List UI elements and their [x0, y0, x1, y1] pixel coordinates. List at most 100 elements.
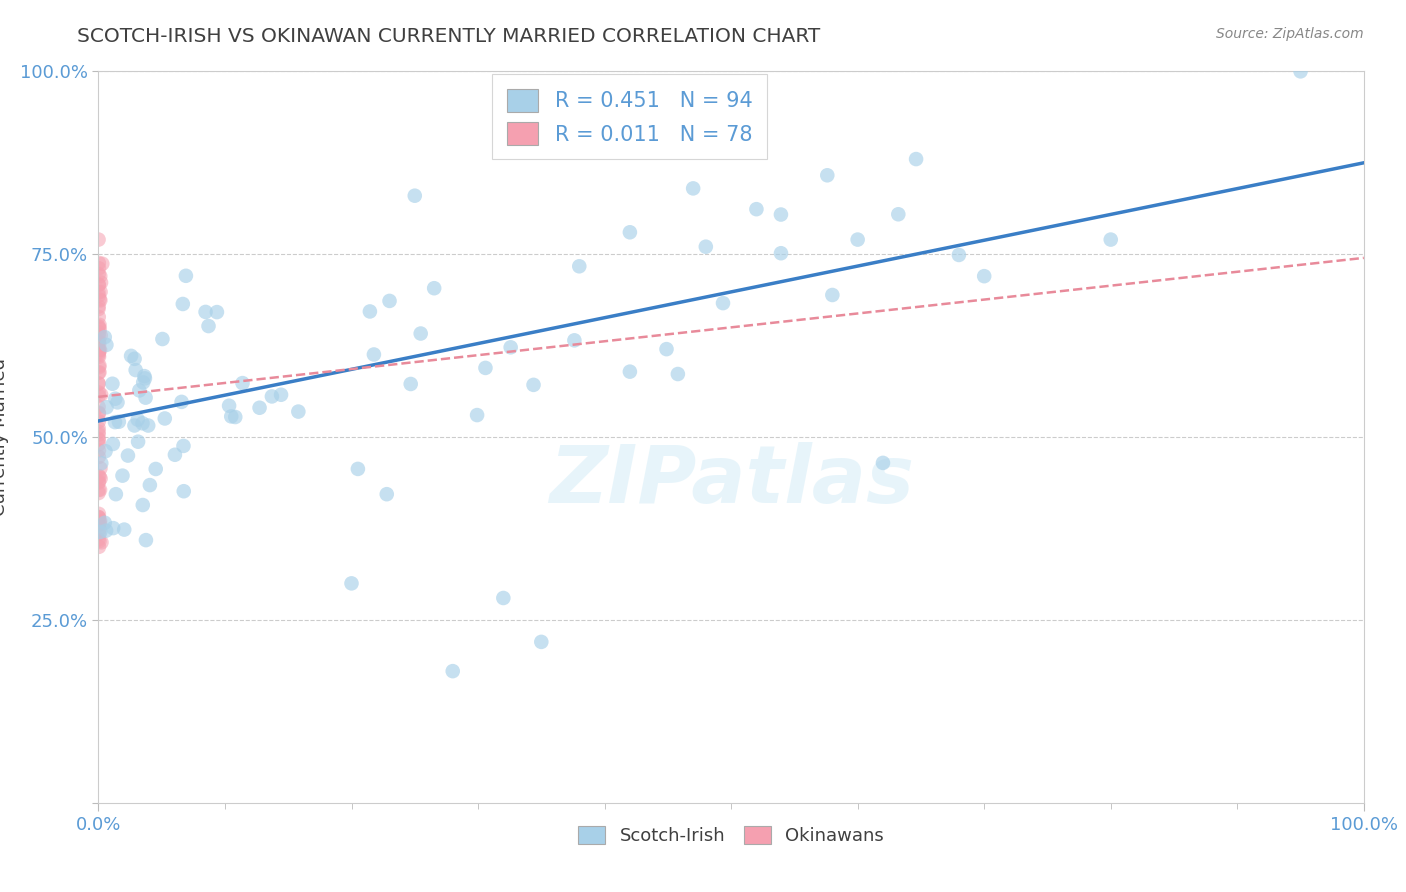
- Scotch-Irish: [821, 288, 844, 302]
- Okinawans: [87, 319, 110, 334]
- Scotch-Irish: [655, 342, 678, 356]
- Scotch-Irish: [474, 360, 496, 375]
- Okinawans: [87, 511, 110, 525]
- Okinawans: [89, 343, 111, 357]
- Scotch-Irish: [378, 293, 401, 308]
- Y-axis label: Currently Married: Currently Married: [0, 358, 8, 516]
- Okinawans: [87, 261, 110, 276]
- Okinawans: [90, 328, 112, 343]
- Okinawans: [87, 343, 110, 357]
- Scotch-Irish: [170, 395, 193, 409]
- Scotch-Irish: [108, 415, 131, 429]
- Okinawans: [89, 359, 111, 373]
- Scotch-Irish: [375, 487, 398, 501]
- Scotch-Irish: [132, 376, 155, 390]
- Okinawans: [87, 366, 110, 380]
- Scotch-Irish: [93, 516, 115, 530]
- Scotch-Irish: [124, 363, 146, 377]
- Scotch-Irish: [104, 487, 127, 501]
- Scotch-Irish: [94, 444, 117, 458]
- Okinawans: [87, 277, 110, 292]
- Okinawans: [89, 483, 111, 497]
- Okinawans: [89, 534, 111, 549]
- Okinawans: [91, 257, 114, 271]
- Scotch-Irish: [340, 576, 363, 591]
- Scotch-Irish: [564, 334, 586, 348]
- Okinawans: [87, 468, 110, 483]
- Okinawans: [87, 433, 110, 447]
- Text: ZIPatlas: ZIPatlas: [548, 442, 914, 520]
- Okinawans: [87, 288, 110, 302]
- Scotch-Irish: [973, 269, 995, 284]
- Okinawans: [87, 443, 110, 458]
- Okinawans: [87, 256, 110, 270]
- Okinawans: [89, 293, 111, 307]
- Scotch-Irish: [1099, 233, 1122, 247]
- Scotch-Irish: [948, 248, 970, 262]
- Scotch-Irish: [815, 169, 838, 183]
- Scotch-Irish: [117, 449, 139, 463]
- Okinawans: [87, 406, 110, 420]
- Okinawans: [87, 432, 110, 446]
- Scotch-Irish: [249, 401, 271, 415]
- Okinawans: [87, 320, 110, 334]
- Okinawans: [87, 437, 110, 451]
- Scotch-Irish: [619, 225, 641, 239]
- Scotch-Irish: [287, 404, 309, 418]
- Scotch-Irish: [260, 389, 283, 403]
- Okinawans: [89, 522, 111, 536]
- Okinawans: [87, 350, 110, 364]
- Scotch-Irish: [104, 392, 127, 406]
- Scotch-Irish: [153, 411, 176, 425]
- Scotch-Irish: [363, 347, 385, 361]
- Scotch-Irish: [111, 468, 134, 483]
- Text: Source: ZipAtlas.com: Source: ZipAtlas.com: [1216, 27, 1364, 41]
- Scotch-Irish: [132, 498, 155, 512]
- Scotch-Irish: [270, 388, 292, 402]
- Scotch-Irish: [94, 524, 117, 538]
- Okinawans: [89, 360, 111, 375]
- Scotch-Irish: [1289, 64, 1312, 78]
- Scotch-Irish: [90, 456, 112, 470]
- Okinawans: [87, 326, 110, 340]
- Scotch-Irish: [128, 384, 150, 398]
- Scotch-Irish: [465, 408, 488, 422]
- Scotch-Irish: [423, 281, 446, 295]
- Okinawans: [87, 425, 110, 439]
- Okinawans: [87, 334, 110, 349]
- Scotch-Irish: [872, 456, 894, 470]
- Okinawans: [87, 407, 110, 421]
- Scotch-Irish: [194, 305, 217, 319]
- Okinawans: [90, 471, 112, 485]
- Okinawans: [89, 318, 111, 332]
- Scotch-Irish: [172, 297, 194, 311]
- Scotch-Irish: [112, 523, 135, 537]
- Scotch-Irish: [103, 521, 125, 535]
- Okinawans: [89, 336, 111, 351]
- Scotch-Irish: [666, 367, 689, 381]
- Okinawans: [87, 507, 110, 521]
- Scotch-Irish: [124, 351, 146, 366]
- Scotch-Irish: [769, 246, 792, 260]
- Scotch-Irish: [104, 415, 127, 429]
- Okinawans: [87, 483, 110, 497]
- Okinawans: [87, 329, 110, 343]
- Okinawans: [87, 299, 110, 313]
- Okinawans: [87, 533, 110, 547]
- Okinawans: [89, 461, 111, 475]
- Scotch-Irish: [173, 484, 195, 499]
- Okinawans: [89, 322, 111, 336]
- Scotch-Irish: [905, 152, 928, 166]
- Scotch-Irish: [96, 338, 118, 352]
- Scotch-Irish: [174, 268, 197, 283]
- Scotch-Irish: [197, 319, 219, 334]
- Okinawans: [87, 414, 110, 428]
- Scotch-Irish: [131, 417, 153, 431]
- Scotch-Irish: [205, 305, 228, 319]
- Okinawans: [87, 376, 110, 391]
- Scotch-Irish: [409, 326, 432, 341]
- Okinawans: [89, 469, 111, 483]
- Okinawans: [87, 233, 110, 247]
- Okinawans: [87, 475, 110, 490]
- Scotch-Irish: [127, 412, 149, 426]
